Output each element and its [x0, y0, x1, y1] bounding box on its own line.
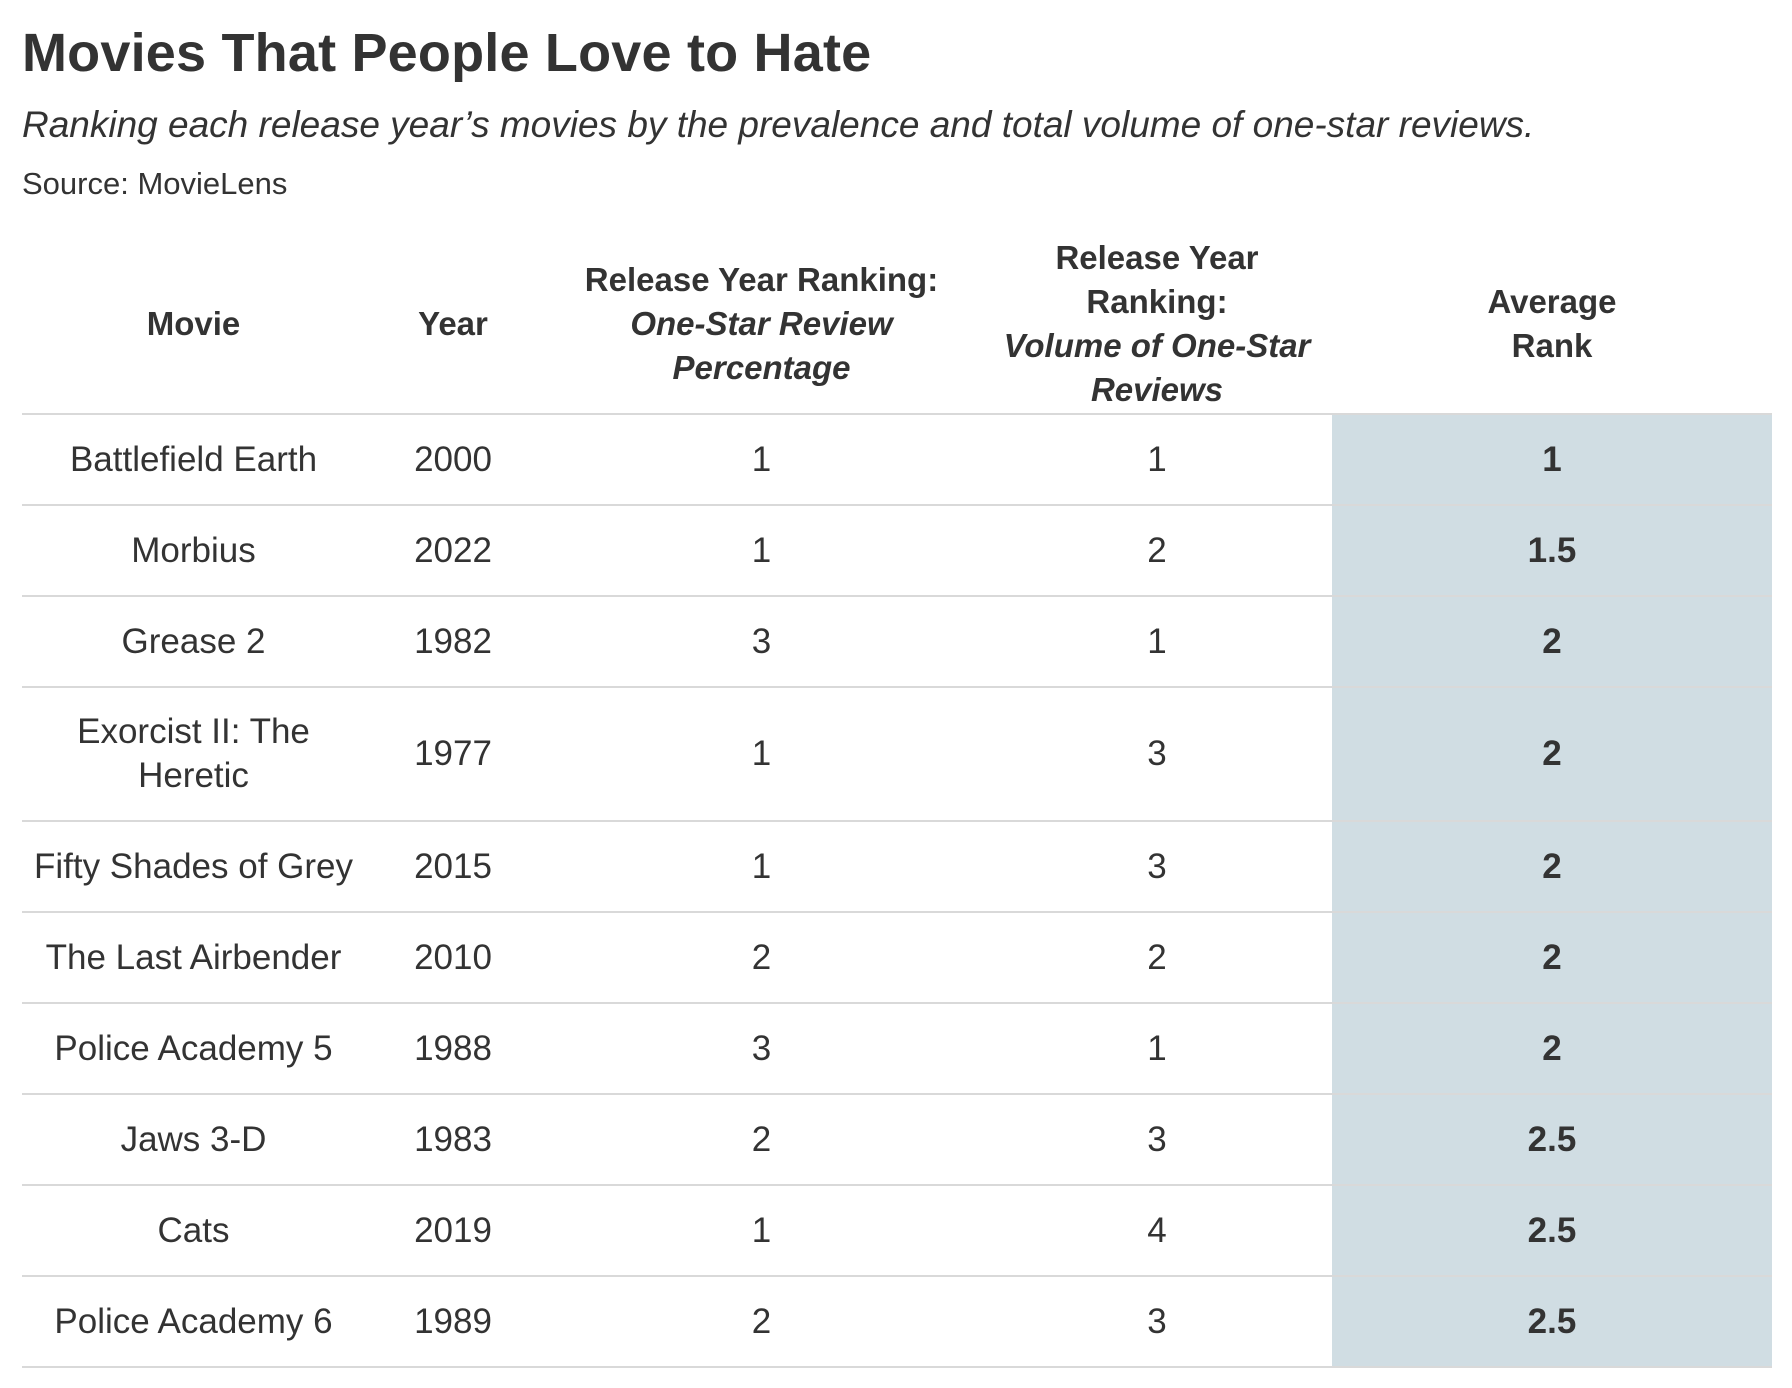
header-vol-ranking-line2: Volume of One-Star Reviews	[1003, 327, 1311, 408]
header-pct-ranking-line2: One-Star Review Percentage	[630, 305, 893, 386]
header-movie-label: Movie	[146, 305, 241, 342]
cell-pct-rank: 3	[541, 596, 982, 688]
cell-pct-rank: 3	[541, 1003, 982, 1095]
cell-avg-rank: 2.5	[1332, 1185, 1772, 1277]
cell-avg-rank: 2	[1332, 821, 1772, 913]
cell-pct-rank: 1	[541, 687, 982, 822]
cell-avg-rank: 2	[1332, 687, 1772, 822]
cell-avg-rank: 2.5	[1332, 1276, 1772, 1368]
cell-year: 1989	[365, 1276, 541, 1368]
cell-pct-rank: 2	[541, 1094, 982, 1186]
cell-pct-rank: 1	[541, 821, 982, 913]
cell-year: 2019	[365, 1185, 541, 1277]
header-pct-ranking-line1: Release Year Ranking:	[584, 261, 939, 298]
header-vol-ranking: Release Year Ranking: Volume of One-Star…	[982, 235, 1332, 415]
cell-year: 2010	[365, 912, 541, 1004]
cell-vol-rank: 1	[982, 596, 1332, 688]
header-year: Year	[365, 235, 541, 415]
chart-title: Movies That People Love to Hate	[22, 23, 872, 83]
table-row: Jaws 3-D 1983 2 3 2.5	[22, 1094, 1772, 1186]
header-movie: Movie	[22, 235, 365, 415]
cell-vol-rank: 1	[982, 1003, 1332, 1095]
cell-year: 2000	[365, 414, 541, 506]
table-body: Battlefield Earth 2000 1 1 1 Morbius 2022 1 2 1.5…	[22, 414, 1772, 1368]
table-row: Fifty Shades of Grey 2015 1 3 2	[22, 821, 1772, 913]
cell-movie: Exorcist II: The Heretic	[22, 687, 365, 822]
cell-movie: Morbius	[22, 505, 365, 597]
cell-avg-rank: 2	[1332, 912, 1772, 1004]
chart-subtitle: Ranking each release year’s movies by th…	[22, 104, 1535, 145]
cell-year: 2015	[365, 821, 541, 913]
table-row: Morbius 2022 1 2 1.5	[22, 505, 1772, 597]
header-average-rank: Average Rank	[1332, 235, 1772, 415]
cell-vol-rank: 4	[982, 1185, 1332, 1277]
cell-movie: Police Academy 5	[22, 1003, 365, 1095]
ranking-table: Movie Year Release Year Ranking: One-Sta…	[22, 235, 1772, 1368]
cell-year: 1988	[365, 1003, 541, 1095]
cell-year: 1983	[365, 1094, 541, 1186]
header-pct-ranking: Release Year Ranking: One-Star Review Pe…	[541, 235, 982, 415]
cell-vol-rank: 3	[982, 687, 1332, 822]
header-vol-ranking-line1: Release Year Ranking:	[1055, 239, 1259, 320]
cell-movie: The Last Airbender	[22, 912, 365, 1004]
cell-vol-rank: 3	[982, 1276, 1332, 1368]
cell-vol-rank: 3	[982, 1094, 1332, 1186]
cell-vol-rank: 2	[982, 505, 1332, 597]
cell-pct-rank: 1	[541, 414, 982, 506]
cell-vol-rank: 2	[982, 912, 1332, 1004]
header-row: Movie Year Release Year Ranking: One-Sta…	[22, 235, 1772, 415]
cell-pct-rank: 1	[541, 1185, 982, 1277]
cell-movie: Fifty Shades of Grey	[22, 821, 365, 913]
table-row: Cats 2019 1 4 2.5	[22, 1185, 1772, 1277]
cell-avg-rank: 1.5	[1332, 505, 1772, 597]
cell-vol-rank: 1	[982, 414, 1332, 506]
cell-movie: Police Academy 6	[22, 1276, 365, 1368]
header-year-label: Year	[418, 305, 488, 342]
header-average-rank-label: Average Rank	[1487, 283, 1617, 364]
cell-avg-rank: 1	[1332, 414, 1772, 506]
cell-avg-rank: 2	[1332, 1003, 1772, 1095]
table-row: Exorcist II: The Heretic 1977 1 3 2	[22, 687, 1772, 822]
table-row: Police Academy 6 1989 2 3 2.5	[22, 1276, 1772, 1368]
cell-year: 1982	[365, 596, 541, 688]
cell-pct-rank: 1	[541, 505, 982, 597]
source-note: Source: MovieLens	[22, 166, 288, 201]
cell-year: 1977	[365, 687, 541, 822]
cell-avg-rank: 2.5	[1332, 1094, 1772, 1186]
table-row: The Last Airbender 2010 2 2 2	[22, 912, 1772, 1004]
table-row: Battlefield Earth 2000 1 1 1	[22, 414, 1772, 506]
cell-movie: Grease 2	[22, 596, 365, 688]
cell-avg-rank: 2	[1332, 596, 1772, 688]
cell-pct-rank: 2	[541, 1276, 982, 1368]
cell-movie: Cats	[22, 1185, 365, 1277]
table-row: Grease 2 1982 3 1 2	[22, 596, 1772, 688]
cell-movie: Battlefield Earth	[22, 414, 365, 506]
cell-year: 2022	[365, 505, 541, 597]
cell-vol-rank: 3	[982, 821, 1332, 913]
cell-movie: Jaws 3-D	[22, 1094, 365, 1186]
table-row: Police Academy 5 1988 3 1 2	[22, 1003, 1772, 1095]
cell-pct-rank: 2	[541, 912, 982, 1004]
